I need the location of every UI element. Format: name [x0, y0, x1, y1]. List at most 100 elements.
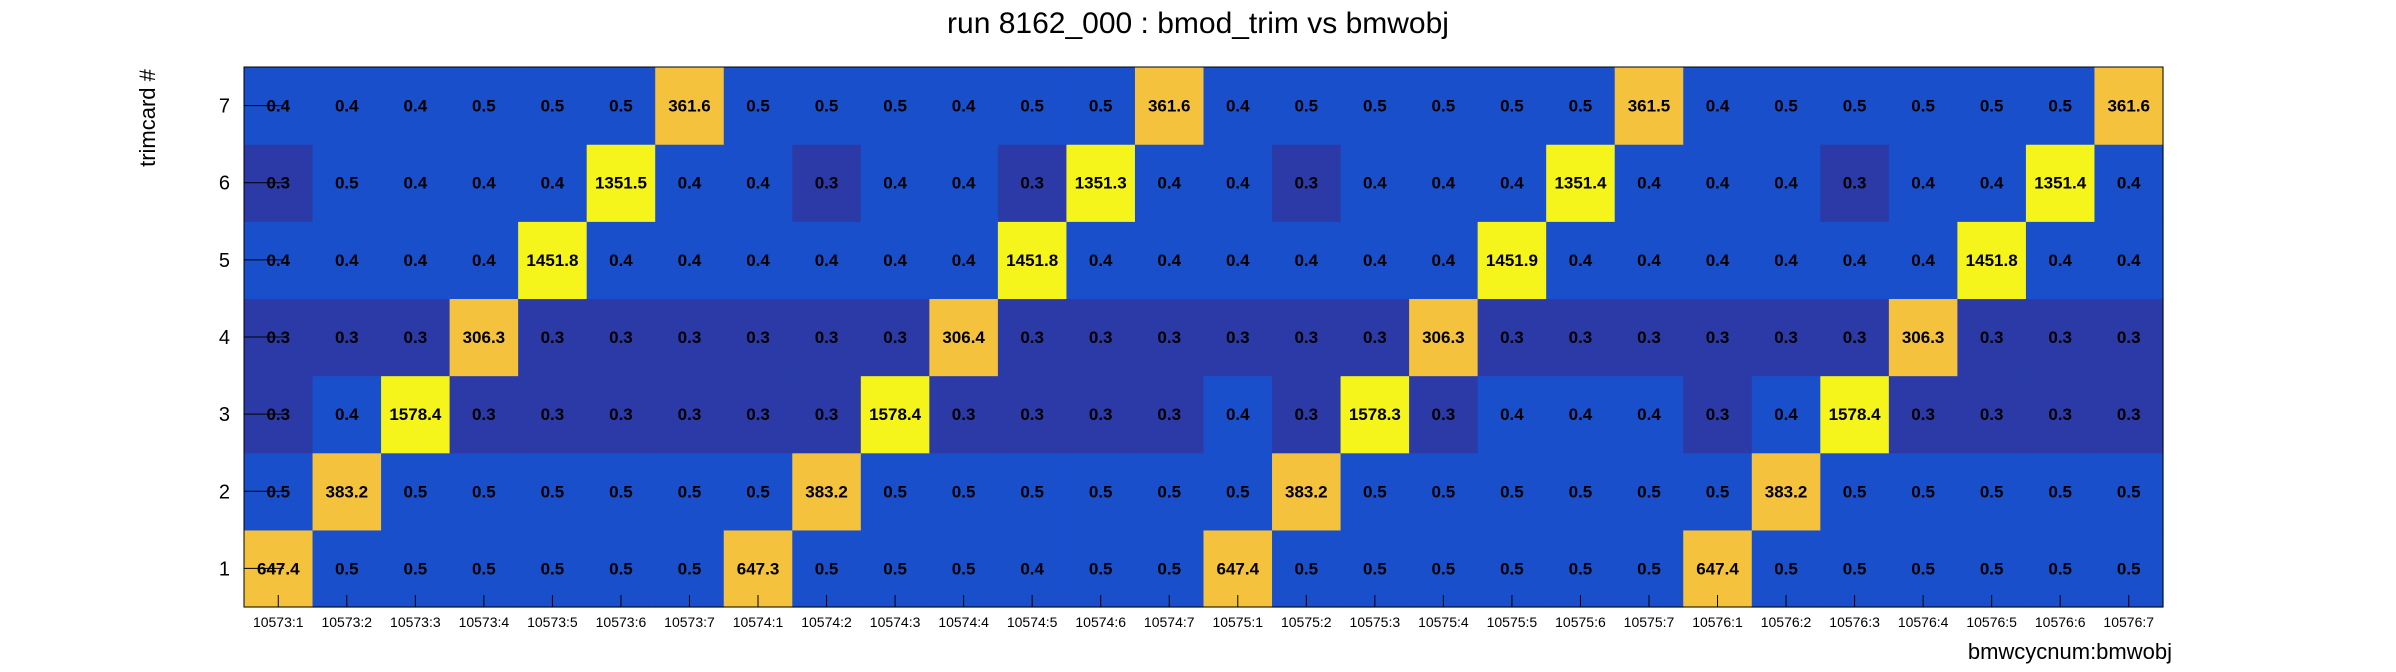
- heatmap-cell: [1272, 298, 1342, 377]
- y-tick-label: 5: [219, 250, 230, 272]
- cell-value-label: 0.5: [1980, 97, 2004, 116]
- heatmap-cell: [1957, 144, 2027, 222]
- x-tick-label: 10576:6: [2035, 614, 2086, 630]
- heatmap-cell: [586, 375, 656, 454]
- heatmap-cell: [792, 452, 862, 531]
- heatmap-cell: [1820, 529, 1890, 608]
- cell-value-label: 1578.4: [869, 405, 922, 424]
- cell-value-label: 0.3: [952, 405, 976, 424]
- heatmap-cell: [1751, 221, 1821, 300]
- heatmap-cell: [1546, 375, 1616, 454]
- cell-value-label: 0.4: [1157, 251, 1181, 270]
- cell-value-label: 0.3: [1980, 405, 2004, 424]
- cell-value-label: 0.3: [746, 328, 770, 347]
- heatmap-cell: [1066, 144, 1136, 222]
- cell-value-label: 0.4: [1637, 251, 1661, 270]
- heatmap-cell: [449, 298, 519, 377]
- heatmap-cell: [1477, 67, 1547, 145]
- cell-value-label: 0.4: [952, 174, 976, 193]
- cell-value-label: 0.3: [1980, 328, 2004, 347]
- heatmap-cell: [929, 144, 999, 222]
- heatmap-cell: [1066, 529, 1136, 608]
- x-tick-label: 10574:7: [1144, 614, 1195, 630]
- heatmap-cell: [1614, 375, 1684, 454]
- cell-value-label: 0.5: [1432, 482, 1456, 501]
- x-tick-label: 10575:7: [1624, 614, 1675, 630]
- heatmap-cell: [1957, 67, 2027, 145]
- cell-value-label: 0.5: [1500, 482, 1524, 501]
- x-tick-label: 10573:7: [664, 614, 715, 630]
- cell-value-label: 0.5: [1637, 482, 1661, 501]
- heatmap-cell: [792, 529, 862, 608]
- heatmap-cell: [1477, 298, 1547, 377]
- heatmap-cell: [655, 529, 725, 608]
- heatmap-cell: [518, 221, 588, 300]
- cell-value-label: 1351.3: [1075, 174, 1127, 193]
- cell-value-label: 0.5: [1637, 559, 1661, 578]
- heatmap-cell: [860, 298, 930, 377]
- cell-value-label: 0.4: [1774, 251, 1798, 270]
- cell-value-label: 0.5: [1843, 97, 1867, 116]
- cell-value-label: 0.4: [1980, 174, 2004, 193]
- heatmap-cell: [1683, 221, 1753, 300]
- heatmap-cell: [449, 452, 519, 531]
- cell-value-label: 0.5: [1157, 559, 1181, 578]
- cell-value-label: 383.2: [326, 482, 369, 501]
- heatmap-cell: [1820, 67, 1890, 145]
- heatmap-cell: [1272, 375, 1342, 454]
- cell-value-label: 0.5: [1363, 482, 1387, 501]
- cell-value-label: 0.3: [815, 405, 839, 424]
- heatmap-cell: [1820, 221, 1890, 300]
- cell-value-label: 0.3: [1020, 328, 1044, 347]
- heatmap-cell: [1820, 375, 1890, 454]
- cell-value-label: 0.4: [1706, 174, 1730, 193]
- cell-value-label: 0.4: [746, 174, 770, 193]
- heatmap-cell: [1614, 144, 1684, 222]
- cell-value-label: 0.5: [2048, 97, 2072, 116]
- heatmap-cell: [792, 221, 862, 300]
- cell-value-label: 0.4: [1911, 251, 1935, 270]
- heatmap-cell: [1477, 221, 1547, 300]
- x-tick-label: 10573:4: [459, 614, 510, 630]
- cell-value-label: 0.4: [335, 251, 359, 270]
- cell-value-label: 0.4: [335, 405, 359, 424]
- cell-value-label: 0.3: [678, 405, 702, 424]
- heatmap-cell: [1203, 298, 1273, 377]
- cell-value-label: 0.4: [678, 251, 702, 270]
- cell-value-label: 0.3: [404, 328, 428, 347]
- heatmap-cell: [1409, 452, 1479, 531]
- heatmap-cell: [2025, 452, 2096, 531]
- cell-value-label: 0.5: [746, 482, 770, 501]
- x-tick-label: 10576:2: [1761, 614, 1812, 630]
- x-tick-label: 10576:1: [1692, 614, 1743, 630]
- cell-value-label: 1351.4: [1554, 174, 1607, 193]
- heatmap-cell: [1340, 144, 1410, 222]
- heatmap-cell: [1546, 529, 1616, 608]
- heatmap-cell: [381, 452, 451, 531]
- heatmap-cell: [929, 529, 999, 608]
- heatmap-cell: [1134, 375, 1205, 454]
- cell-value-label: 1578.4: [1829, 405, 1882, 424]
- heatmap-cell: [1409, 221, 1479, 300]
- heatmap-cell: [1888, 452, 1958, 531]
- heatmap-cell: [1683, 67, 1753, 145]
- heatmap-cell: [997, 298, 1068, 377]
- x-tick-label: 10573:6: [596, 614, 647, 630]
- cell-value-label: 0.3: [1294, 174, 1318, 193]
- y-tick-label: 2: [219, 481, 230, 503]
- cell-value-label: 0.4: [1569, 405, 1593, 424]
- cell-value-label: 0.3: [1637, 328, 1661, 347]
- heatmap-cell: [1066, 67, 1136, 145]
- cell-value-label: 0.4: [1911, 174, 1935, 193]
- cell-value-label: 0.5: [1500, 97, 1524, 116]
- heatmap-cell: [723, 144, 793, 222]
- heatmap-cell: [1477, 375, 1547, 454]
- heatmap-cell: [1340, 529, 1410, 608]
- cell-value-label: 0.5: [2048, 559, 2072, 578]
- heatmap-cell: [1340, 375, 1410, 454]
- heatmap-cell: [1477, 529, 1547, 608]
- cell-value-label: 0.3: [1911, 405, 1935, 424]
- cell-value-label: 0.3: [1363, 328, 1387, 347]
- cell-value-label: 0.4: [1637, 174, 1661, 193]
- heatmap-cell: [997, 221, 1068, 300]
